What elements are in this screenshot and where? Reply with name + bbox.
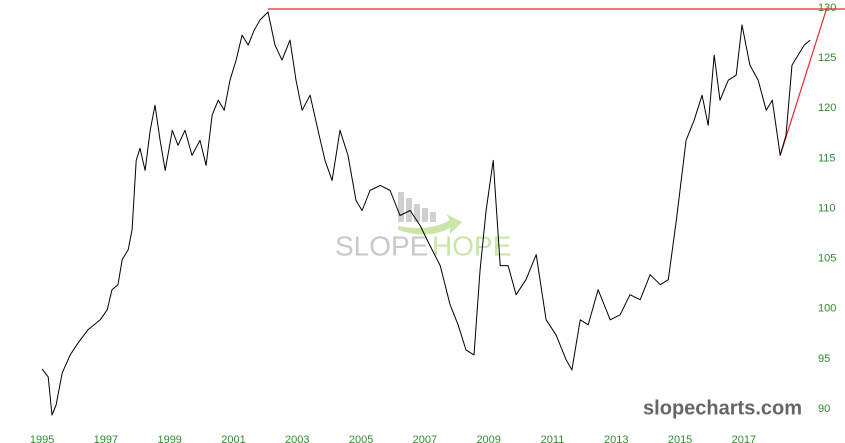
x-tick-label: 2005: [349, 434, 373, 443]
y-tick-label: 90: [818, 403, 830, 415]
x-tick-label: 2001: [221, 434, 245, 443]
site-label: slopecharts.com: [643, 397, 802, 419]
x-tick-label: 1995: [30, 434, 54, 443]
trend-line: [779, 7, 828, 156]
x-tick-label: 2013: [604, 434, 628, 443]
price-line: [41, 11, 811, 416]
watermark-icon: [398, 192, 462, 235]
y-tick-label: 100: [818, 303, 836, 315]
y-tick-label: 120: [818, 102, 836, 114]
x-tick-label: 2007: [413, 434, 437, 443]
y-tick-label: 115: [818, 152, 836, 164]
x-tick-label: 1997: [94, 434, 118, 443]
y-tick-label: 95: [818, 353, 830, 365]
x-tick-label: 2011: [541, 434, 565, 443]
x-tick-label: 2009: [476, 434, 500, 443]
x-tick-label: 2015: [668, 434, 692, 443]
y-tick-label: 110: [818, 202, 836, 214]
y-tick-label: 125: [818, 52, 836, 64]
x-tick-label: 2003: [285, 434, 309, 443]
x-tick-label: 2017: [732, 434, 756, 443]
y-tick-label: 105: [818, 253, 836, 265]
y-tick-label: 130: [818, 2, 836, 14]
x-tick-label: 1999: [157, 434, 181, 443]
watermark-left: SLOPE: [335, 230, 428, 261]
